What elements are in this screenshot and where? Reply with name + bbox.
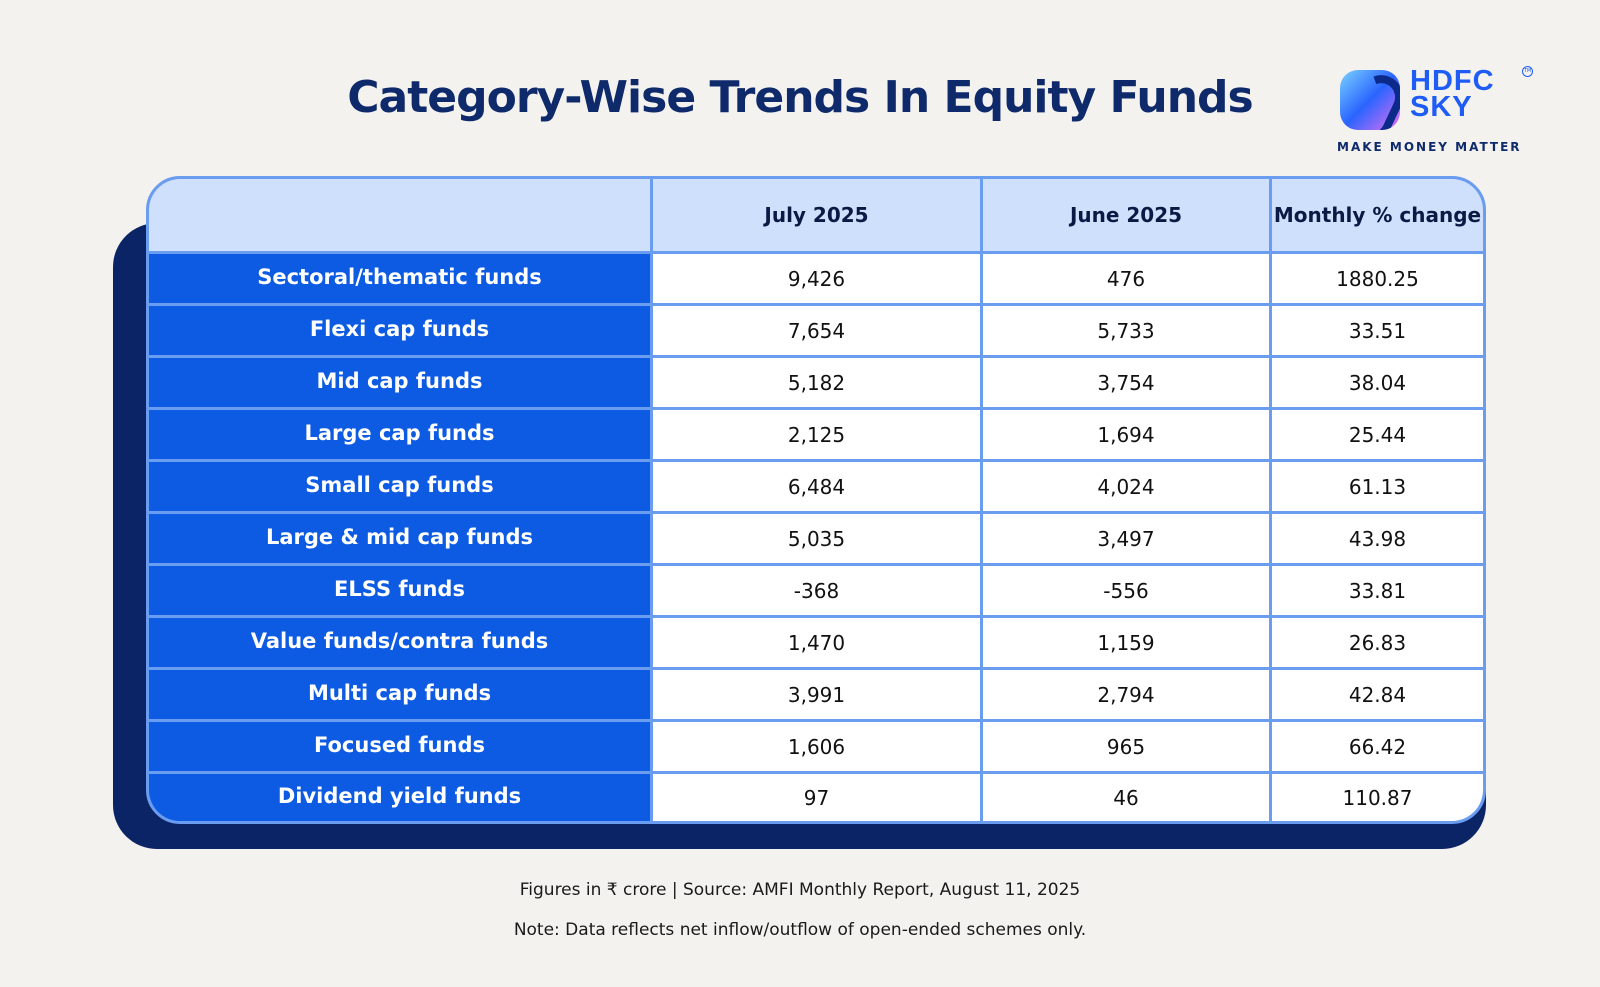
monthly-change-cell: 33.51 <box>1272 306 1483 358</box>
table-body: Sectoral/thematic funds 9,426 476 1880.25 Fl… <box>149 254 1483 821</box>
header-july-2025: July 2025 <box>653 179 983 254</box>
table-row: Small cap funds 6,484 4,024 61.13 <box>149 462 1483 514</box>
july-2025-cell: 1,470 <box>653 618 983 670</box>
july-2025-cell: -368 <box>653 566 983 618</box>
hdfc-sky-logo-icon <box>1340 70 1400 130</box>
footer-source: Figures in ₹ crore | Source: AMFI Monthl… <box>519 880 1081 900</box>
june-2025-cell: 3,754 <box>983 358 1272 410</box>
logo-line1: HDFC <box>1410 65 1495 97</box>
trademark-icon: TM <box>1522 66 1533 77</box>
june-2025-cell: 4,024 <box>983 462 1272 514</box>
july-2025-cell: 3,991 <box>653 670 983 722</box>
monthly-change-cell: 43.98 <box>1272 514 1483 566</box>
monthly-change-cell: 38.04 <box>1272 358 1483 410</box>
monthly-change-cell: 66.42 <box>1272 722 1483 774</box>
monthly-change-cell: 25.44 <box>1272 410 1483 462</box>
july-2025-cell: 2,125 <box>653 410 983 462</box>
june-2025-cell: 3,497 <box>983 514 1272 566</box>
june-2025-cell: 1,159 <box>983 618 1272 670</box>
monthly-change-cell: 42.84 <box>1272 670 1483 722</box>
logo-tagline: MAKE MONEY MATTER <box>1337 140 1522 154</box>
july-2025-cell: 5,182 <box>653 358 983 410</box>
equity-funds-table: July 2025 June 2025 Monthly % change Sec… <box>149 179 1483 821</box>
table-row: Mid cap funds 5,182 3,754 38.04 <box>149 358 1483 410</box>
july-2025-cell: 6,484 <box>653 462 983 514</box>
category-cell: ELSS funds <box>149 566 653 618</box>
june-2025-cell: 965 <box>983 722 1272 774</box>
logo-wordmark: HDFC SKY <box>1410 65 1495 123</box>
monthly-change-cell: 26.83 <box>1272 618 1483 670</box>
monthly-change-cell: 1880.25 <box>1272 254 1483 306</box>
july-2025-cell: 7,654 <box>653 306 983 358</box>
category-cell: Mid cap funds <box>149 358 653 410</box>
table-container: July 2025 June 2025 Monthly % change Sec… <box>146 176 1486 824</box>
table-row: Flexi cap funds 7,654 5,733 33.51 <box>149 306 1483 358</box>
logo-line2: SKY <box>1410 91 1473 123</box>
monthly-change-cell: 61.13 <box>1272 462 1483 514</box>
table-row: Focused funds 1,606 965 66.42 <box>149 722 1483 774</box>
june-2025-cell: 1,694 <box>983 410 1272 462</box>
table-row: ELSS funds -368 -556 33.81 <box>149 566 1483 618</box>
header-monthly-change: Monthly % change <box>1272 179 1483 254</box>
july-2025-cell: 5,035 <box>653 514 983 566</box>
june-2025-cell: 5,733 <box>983 306 1272 358</box>
july-2025-cell: 97 <box>653 774 983 821</box>
category-cell: Large cap funds <box>149 410 653 462</box>
header-category <box>149 179 653 254</box>
footer-note: Note: Data reflects net inflow/outflow o… <box>513 920 1087 940</box>
table-row: Large & mid cap funds 5,035 3,497 43.98 <box>149 514 1483 566</box>
page-title: Category-Wise Trends In Equity Funds <box>347 72 1253 123</box>
monthly-change-cell: 110.87 <box>1272 774 1483 821</box>
july-2025-cell: 9,426 <box>653 254 983 306</box>
table-row: Sectoral/thematic funds 9,426 476 1880.25 <box>149 254 1483 306</box>
monthly-change-cell: 33.81 <box>1272 566 1483 618</box>
june-2025-cell: 476 <box>983 254 1272 306</box>
july-2025-cell: 1,606 <box>653 722 983 774</box>
category-cell: Flexi cap funds <box>149 306 653 358</box>
category-cell: Small cap funds <box>149 462 653 514</box>
june-2025-cell: -556 <box>983 566 1272 618</box>
june-2025-cell: 46 <box>983 774 1272 821</box>
category-cell: Value funds/contra funds <box>149 618 653 670</box>
category-cell: Large & mid cap funds <box>149 514 653 566</box>
table-row: Large cap funds 2,125 1,694 25.44 <box>149 410 1483 462</box>
hdfc-sky-logo: HDFC SKY TM MAKE MONEY MATTER <box>1337 65 1540 166</box>
category-cell: Focused funds <box>149 722 653 774</box>
category-cell: Sectoral/thematic funds <box>149 254 653 306</box>
table-row: Dividend yield funds 97 46 110.87 <box>149 774 1483 821</box>
table-row: Value funds/contra funds 1,470 1,159 26.83 <box>149 618 1483 670</box>
table-header-row: July 2025 June 2025 Monthly % change <box>149 179 1483 254</box>
category-cell: Dividend yield funds <box>149 774 653 821</box>
table-row: Multi cap funds 3,991 2,794 42.84 <box>149 670 1483 722</box>
header-june-2025: June 2025 <box>983 179 1272 254</box>
june-2025-cell: 2,794 <box>983 670 1272 722</box>
category-cell: Multi cap funds <box>149 670 653 722</box>
